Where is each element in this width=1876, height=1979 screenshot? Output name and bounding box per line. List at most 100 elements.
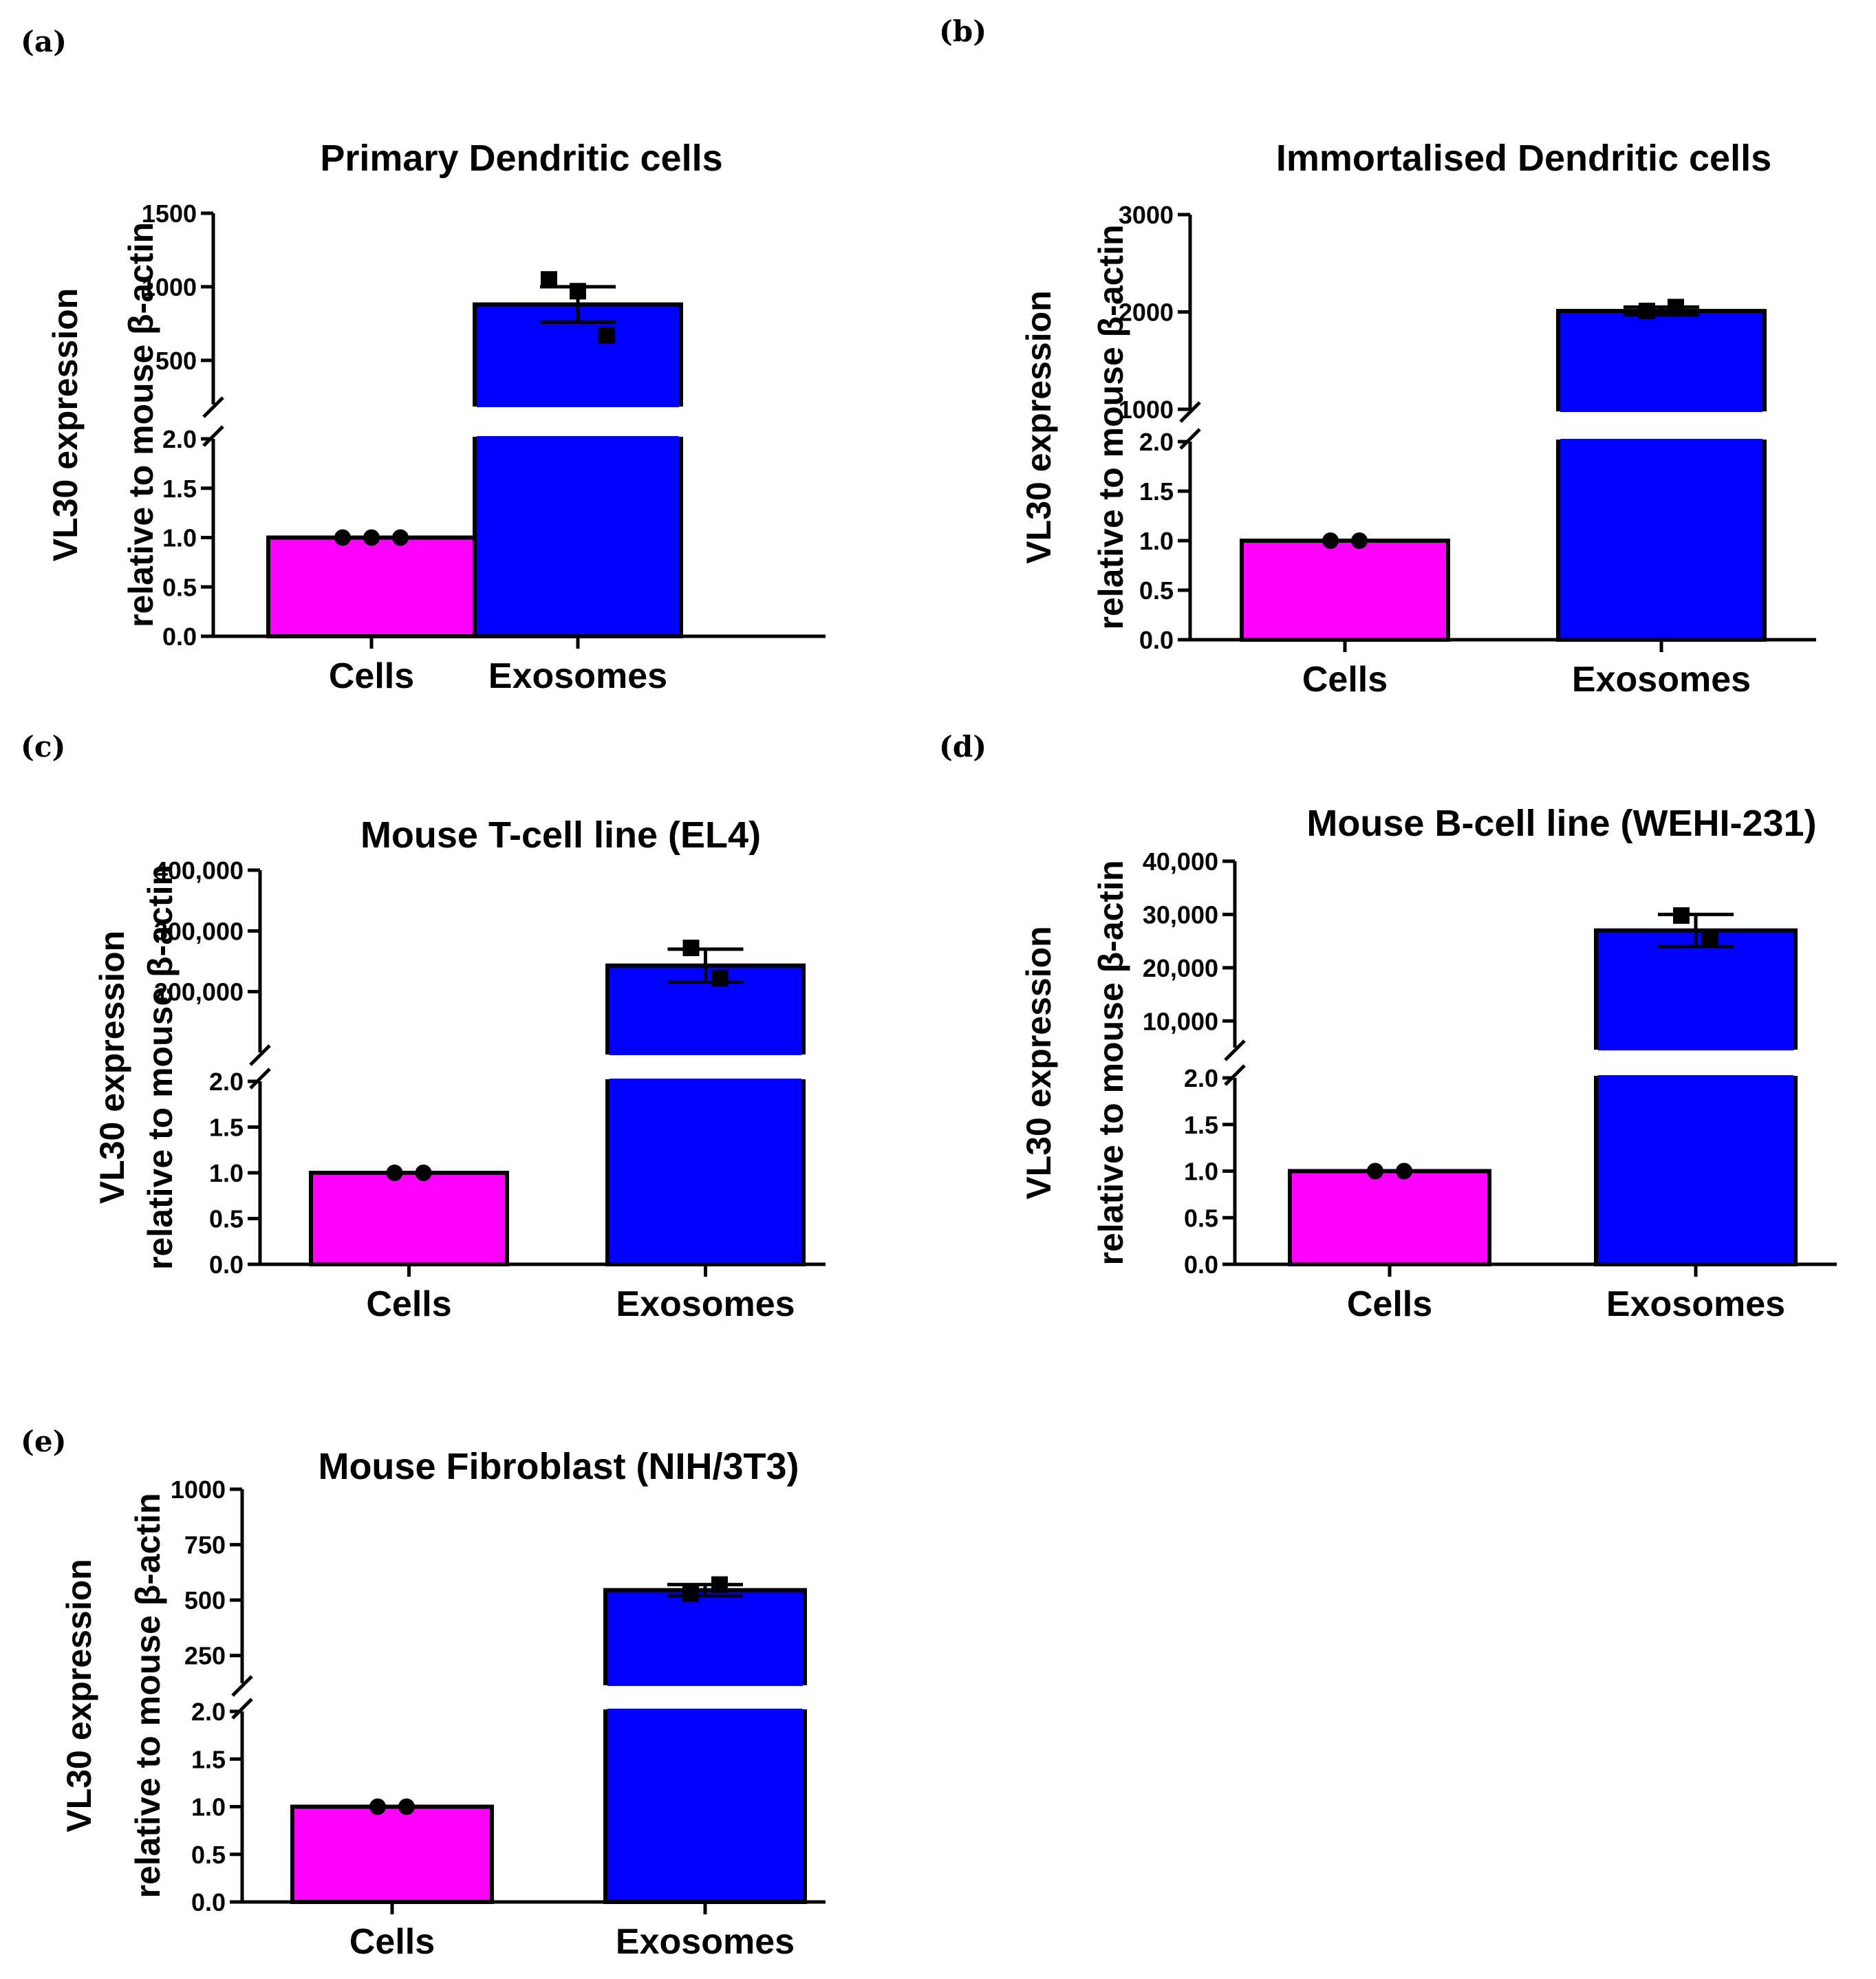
panel-letter: (e): [21, 1425, 66, 1458]
chart-title: Mouse Fibroblast (NIH/3T3): [318, 1446, 799, 1487]
y-tick-label: 0.5: [209, 1205, 244, 1233]
bar-break-fill: [610, 1048, 801, 1055]
data-point: [711, 1576, 728, 1593]
y-tick-label: 0.0: [191, 1888, 226, 1916]
data-point: [1322, 532, 1339, 549]
data-point: [1702, 930, 1718, 947]
y-tick-label: 0.0: [1184, 1251, 1218, 1279]
data-point: [1639, 303, 1655, 320]
bar-exosomes-lower: [603, 1709, 807, 1904]
bar-break-fill: [1560, 405, 1762, 412]
y-tick-label: 1500: [142, 199, 197, 228]
bar-cells: [1240, 539, 1450, 642]
x-tick-label: Exosomes: [1606, 1284, 1785, 1324]
y-tick-label: 1.0: [162, 524, 197, 552]
bar-break-fill: [477, 436, 679, 443]
bar-exosomes-lower: [1594, 1076, 1798, 1266]
data-point: [682, 1585, 699, 1602]
y-axis-label-line1: VL30 expression: [46, 288, 85, 561]
y-tick-label: 0.5: [191, 1841, 226, 1869]
bar-cells: [290, 1804, 494, 1904]
data-point: [682, 940, 700, 957]
data-point: [599, 327, 615, 344]
x-tick-label: Cells: [349, 1922, 435, 1962]
y-axis-label-line2: relative to mouse β-actin: [1092, 224, 1130, 629]
y-tick-label: 500: [184, 1586, 226, 1614]
y-tick-label: 10,000: [1143, 1007, 1218, 1035]
data-point: [415, 1165, 432, 1181]
y-axis-label-line2: relative to mouse β-actin: [1092, 860, 1130, 1265]
y-tick-label: 1000: [1119, 396, 1174, 424]
axis-break-mark: [231, 1698, 253, 1720]
y-tick-label: 2.0: [191, 1698, 226, 1726]
chart-panel-5: (e) Mouse Fibroblast (NIH/3T3) VL30 expres…: [21, 1425, 826, 1962]
y-tick-label: 1000: [142, 273, 197, 301]
x-tick-label: Exosomes: [616, 1922, 795, 1962]
bar-break-fill: [477, 400, 679, 407]
data-point: [398, 1798, 415, 1815]
y-tick-label: 1.0: [209, 1159, 244, 1187]
y-tick-label: 2.0: [1184, 1064, 1218, 1092]
y-tick-label: 2.0: [209, 1068, 244, 1096]
data-point: [363, 529, 380, 546]
axis-break-mark: [1224, 1039, 1246, 1061]
chart-panel-2: (b) Immortalised Dendritic cells VL30 expr…: [939, 14, 1816, 700]
bar-break-fill: [610, 1079, 801, 1085]
y-tick-label: 400,000: [154, 856, 244, 885]
axis-break-mark: [231, 1675, 253, 1697]
y-tick-label: 2.0: [162, 425, 197, 453]
y-tick-label: 250: [184, 1642, 226, 1670]
bar-break-fill: [607, 1709, 803, 1716]
data-point: [1673, 907, 1690, 924]
y-tick-label: 1.5: [1184, 1111, 1218, 1139]
bar-exosomes-upper: [1556, 309, 1767, 411]
y-tick-label: 1.0: [191, 1793, 226, 1821]
y-tick-label: 0.5: [162, 573, 197, 601]
axis-break-mark: [202, 425, 224, 447]
x-tick-label: Exosomes: [1572, 660, 1751, 700]
y-axis-label-line2: relative to mouse β-actin: [141, 865, 180, 1270]
data-point: [392, 529, 409, 546]
y-tick-label: 0.0: [209, 1251, 244, 1279]
y-tick-label: 40,000: [1143, 847, 1218, 876]
panel-letter: (d): [939, 730, 986, 764]
x-tick-label: Exosomes: [488, 656, 667, 696]
y-axis-label-line1: VL30 expression: [1020, 926, 1058, 1199]
chart-panel-1: (a) Primary Dendritic cells VL30 expressio…: [21, 25, 826, 696]
y-tick-label: 0.0: [1139, 626, 1174, 654]
y-tick-label: 0.5: [1184, 1204, 1218, 1232]
y-axis-label-line2: relative to mouse β-actin: [129, 1493, 167, 1898]
y-tick-label: 20,000: [1143, 954, 1218, 982]
axis-break-mark: [1224, 1064, 1246, 1086]
y-axis-label-line1: VL30 expression: [60, 1559, 98, 1832]
y-tick-label: 1.0: [1184, 1158, 1218, 1186]
y-tick-label: 0.5: [1139, 576, 1174, 605]
y-tick-label: 1.5: [191, 1745, 226, 1773]
y-tick-label: 1000: [171, 1475, 226, 1504]
y-tick-label: 1.5: [1139, 477, 1174, 506]
bar-cells: [309, 1171, 509, 1266]
data-point: [334, 529, 351, 546]
data-point: [1351, 532, 1368, 549]
axis-break-mark: [202, 396, 224, 418]
bar-exosomes-upper: [603, 1588, 807, 1685]
bar-break-fill: [1598, 1043, 1793, 1050]
data-point: [1396, 1162, 1412, 1180]
data-point: [386, 1165, 403, 1181]
x-tick-label: Exosomes: [616, 1284, 795, 1324]
x-tick-label: Cells: [366, 1284, 451, 1324]
y-tick-label: 0.0: [162, 623, 197, 651]
bar-break-fill: [607, 1679, 803, 1686]
x-tick-label: Cells: [329, 656, 414, 696]
y-tick-label: 2.0: [1139, 428, 1174, 456]
panel-letter: (c): [21, 730, 65, 764]
axis-break-mark: [249, 1068, 271, 1090]
bar-break-fill: [1560, 439, 1762, 446]
panel-letter: (a): [21, 25, 67, 58]
y-tick-label: 300,000: [154, 917, 244, 945]
chart-title: Mouse B-cell line (WEHI-231): [1306, 803, 1816, 844]
y-tick-label: 1.0: [1139, 527, 1174, 555]
axis-break-mark: [249, 1044, 271, 1066]
chart-title: Primary Dendritic cells: [320, 138, 722, 179]
